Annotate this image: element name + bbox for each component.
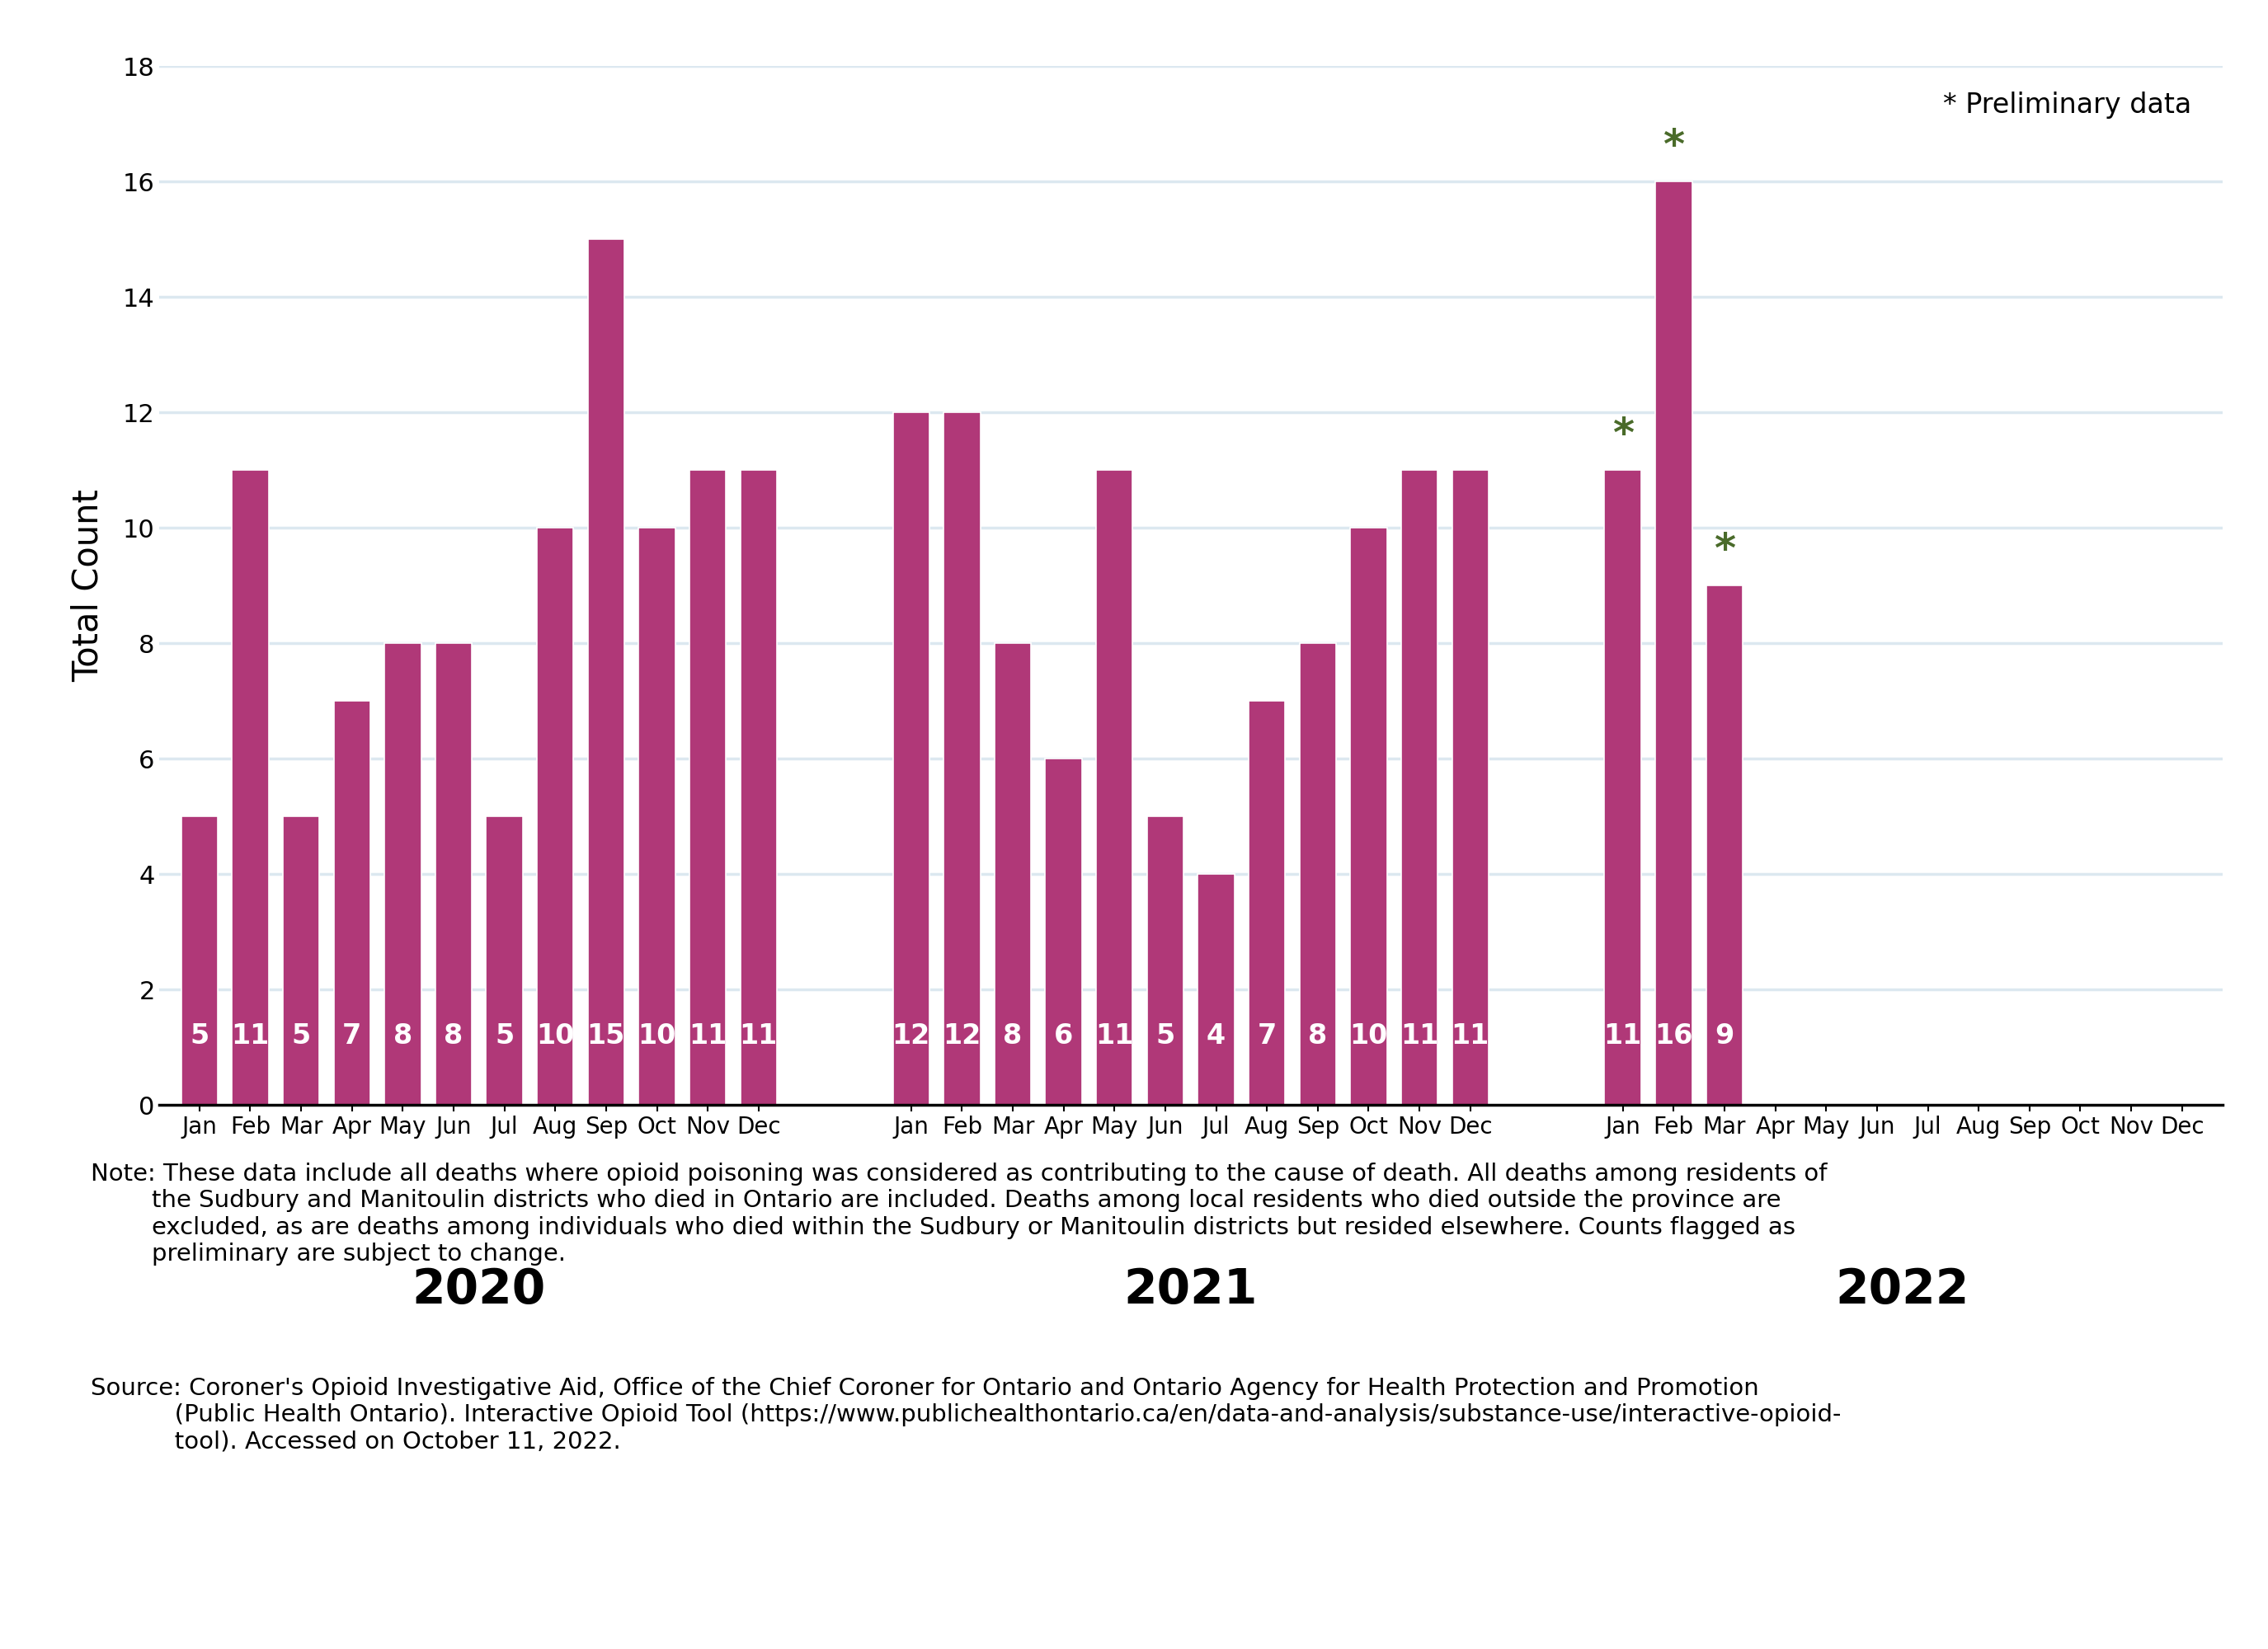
Text: 11: 11: [1452, 1022, 1490, 1049]
Text: 11: 11: [1095, 1022, 1134, 1049]
Text: 6: 6: [1055, 1022, 1073, 1049]
Text: 9: 9: [1715, 1022, 1735, 1049]
Bar: [1402, 470, 1438, 1105]
Text: *: *: [1662, 127, 1685, 167]
Y-axis label: Total Count: Total Count: [70, 490, 107, 681]
Text: 2020: 2020: [413, 1266, 547, 1313]
Bar: [640, 528, 676, 1105]
Bar: [1300, 643, 1336, 1105]
Text: 8: 8: [1309, 1022, 1327, 1049]
Text: 12: 12: [891, 1022, 930, 1049]
Text: 5: 5: [191, 1022, 209, 1049]
Text: 5: 5: [494, 1022, 515, 1049]
Text: Source: Coroner's Opioid Investigative Aid, Office of the Chief Coroner for Onta: Source: Coroner's Opioid Investigative A…: [91, 1377, 1842, 1453]
Text: Note: These data include all deaths where opioid poisoning was considered as con: Note: These data include all deaths wher…: [91, 1163, 1828, 1266]
Text: 11: 11: [231, 1022, 270, 1049]
Text: 11: 11: [1603, 1022, 1642, 1049]
Bar: [993, 643, 1032, 1105]
Bar: [894, 412, 930, 1105]
Bar: [1452, 470, 1488, 1105]
Bar: [587, 239, 624, 1105]
Bar: [739, 470, 778, 1105]
Bar: [1706, 585, 1742, 1105]
Text: * Preliminary data: * Preliminary data: [1944, 92, 2191, 119]
Bar: [1095, 470, 1132, 1105]
Bar: [435, 643, 472, 1105]
Bar: [1250, 701, 1286, 1105]
Text: 7: 7: [1256, 1022, 1277, 1049]
Text: 16: 16: [1653, 1022, 1692, 1049]
Bar: [689, 470, 726, 1105]
Text: 8: 8: [392, 1022, 413, 1049]
Bar: [386, 643, 422, 1105]
Bar: [1349, 528, 1388, 1105]
Bar: [485, 816, 522, 1105]
Text: 4: 4: [1207, 1022, 1225, 1049]
Text: 2021: 2021: [1123, 1266, 1259, 1313]
Text: 2022: 2022: [1835, 1266, 1969, 1313]
Text: *: *: [1613, 416, 1633, 455]
Text: 15: 15: [587, 1022, 626, 1049]
Text: 10: 10: [637, 1022, 676, 1049]
Bar: [1046, 759, 1082, 1105]
Bar: [284, 816, 320, 1105]
Bar: [181, 816, 218, 1105]
Bar: [231, 470, 268, 1105]
Text: 5: 5: [293, 1022, 311, 1049]
Bar: [1148, 816, 1184, 1105]
Text: 10: 10: [1349, 1022, 1388, 1049]
Text: 5: 5: [1157, 1022, 1175, 1049]
Text: 8: 8: [1002, 1022, 1023, 1049]
Text: 11: 11: [739, 1022, 778, 1049]
Bar: [943, 412, 980, 1105]
Text: 8: 8: [445, 1022, 463, 1049]
Text: 11: 11: [1399, 1022, 1438, 1049]
Text: 12: 12: [943, 1022, 982, 1049]
Bar: [1603, 470, 1642, 1105]
Text: *: *: [1715, 531, 1735, 571]
Text: 11: 11: [689, 1022, 726, 1049]
Text: 7: 7: [342, 1022, 361, 1049]
Bar: [1198, 874, 1234, 1105]
Bar: [1656, 181, 1692, 1105]
Bar: [538, 528, 574, 1105]
Text: 10: 10: [535, 1022, 574, 1049]
Bar: [333, 701, 370, 1105]
